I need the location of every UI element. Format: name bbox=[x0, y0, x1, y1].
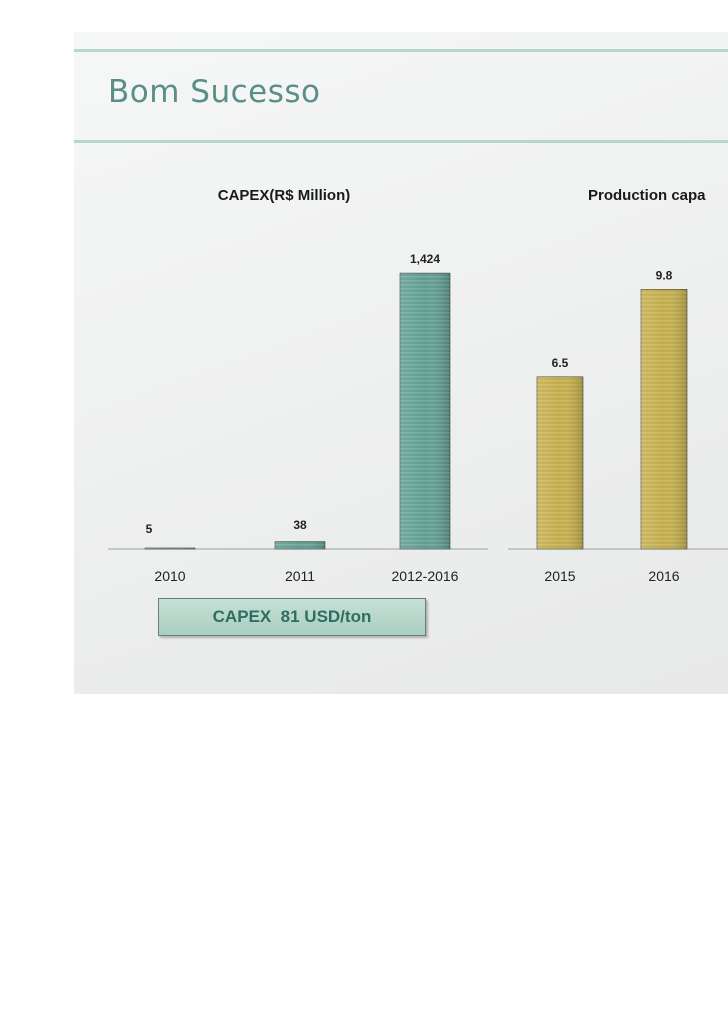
capex-per-ton-label: CAPEX 81 USD/ton bbox=[212, 607, 372, 626]
capex-value-label-2010: 5 bbox=[146, 522, 153, 536]
production-chart-title: Production capa bbox=[588, 187, 706, 204]
capex-value-label-2012-2016: 1,424 bbox=[410, 252, 440, 266]
capex-chart-title: CAPEX(R$ Million) bbox=[218, 187, 351, 204]
production-tick-2015: 2015 bbox=[544, 568, 575, 584]
charts-canvas: CAPEX(R$ Million) 5 38 1,424 2010 2011 201… bbox=[108, 187, 728, 584]
production-value-label-2015: 6.5 bbox=[552, 356, 569, 370]
capex-bar-shading-2010 bbox=[145, 548, 195, 549]
capex-per-ton-box: CAPEX 81 USD/ton bbox=[158, 598, 426, 636]
top-rule bbox=[74, 49, 728, 52]
slide-title: Bom Sucesso bbox=[108, 74, 321, 110]
capex-tick-2010: 2010 bbox=[154, 568, 185, 584]
capex-bar-shading-2011 bbox=[275, 541, 325, 549]
capex-value-label-2011: 38 bbox=[293, 518, 307, 532]
production-chart: Production capa 6.5 9.8 2015 2016 bbox=[508, 187, 728, 584]
capex-tick-2012-2016: 2012-2016 bbox=[392, 568, 459, 584]
capex-bar-shading-2012-2016 bbox=[400, 273, 450, 549]
production-value-label-2016: 9.8 bbox=[656, 268, 673, 282]
production-tick-2016: 2016 bbox=[648, 568, 679, 584]
capex-chart: CAPEX(R$ Million) 5 38 1,424 2010 2011 201… bbox=[108, 187, 488, 584]
slide: Bom Sucesso CAPEX(R$ Million) 5 38 1,424 2… bbox=[74, 32, 728, 694]
capex-tick-2011: 2011 bbox=[285, 568, 315, 584]
title-rule bbox=[74, 140, 728, 143]
production-bar-shading-2016 bbox=[641, 289, 687, 549]
production-bar-shading-2015 bbox=[537, 376, 583, 549]
